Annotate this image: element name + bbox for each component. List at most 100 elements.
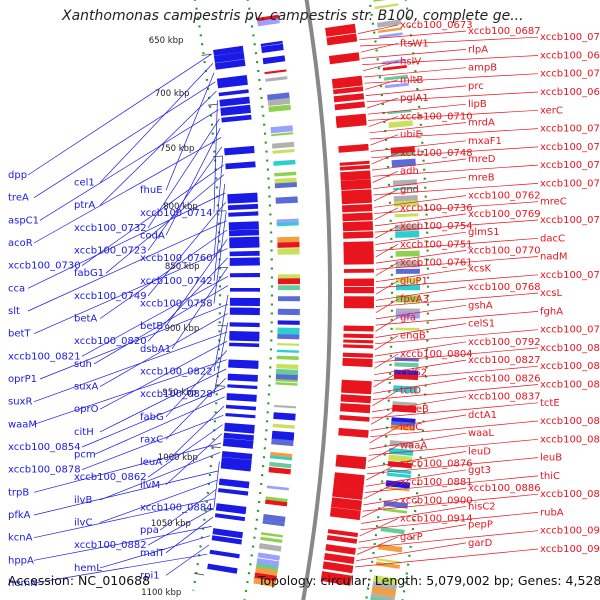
annotation-block[interactable] — [271, 132, 294, 137]
reverse-gene-label[interactable]: aspC1 — [8, 215, 39, 226]
forward-gene-arrow[interactable] — [342, 221, 373, 232]
forward-gene-label[interactable]: mreD — [468, 154, 496, 165]
reverse-gene-label[interactable]: xccb100_0884 — [140, 502, 213, 513]
annotation-block[interactable] — [276, 363, 299, 370]
reverse-gene-arrow[interactable] — [221, 114, 252, 123]
annotation-block[interactable] — [271, 438, 294, 447]
annotation-block[interactable] — [373, 0, 397, 2]
forward-gene-label[interactable]: xccb100_0950 — [540, 544, 600, 555]
annotation-block[interactable] — [274, 182, 297, 189]
reverse-gene-arrow[interactable] — [209, 549, 240, 559]
reverse-gene-arrow[interactable] — [229, 243, 260, 249]
forward-gene-label[interactable]: xccb100_0761 — [400, 258, 473, 269]
reverse-gene-arrow[interactable] — [207, 563, 238, 574]
annotation-block[interactable] — [276, 222, 299, 227]
reverse-gene-arrow[interactable] — [224, 145, 255, 156]
reverse-gene-label[interactable]: xccb100_0821 — [8, 351, 81, 362]
annotation-block[interactable] — [272, 149, 295, 154]
forward-gene-label[interactable]: gnd — [400, 185, 419, 196]
annotation-block[interactable] — [383, 500, 409, 509]
forward-gene-arrow[interactable] — [327, 529, 358, 538]
annotation-block[interactable] — [274, 404, 297, 409]
reverse-gene-label[interactable]: xccb100_0749 — [74, 291, 147, 302]
annotation-block[interactable] — [391, 151, 416, 157]
forward-gene-label[interactable]: leuC — [400, 422, 422, 433]
annotation-block[interactable] — [394, 213, 419, 218]
reverse-gene-arrow[interactable] — [225, 404, 257, 411]
forward-gene-label[interactable]: leuD — [468, 447, 491, 458]
forward-gene-label[interactable]: maeB — [400, 404, 429, 415]
reverse-gene-label[interactable]: fhuE — [140, 185, 163, 196]
annotation-block[interactable] — [268, 467, 292, 475]
reverse-gene-arrow[interactable] — [218, 89, 249, 97]
reverse-gene-label[interactable]: ilvC — [74, 518, 92, 529]
forward-gene-arrow[interactable] — [331, 75, 363, 89]
forward-gene-arrow[interactable] — [341, 189, 372, 199]
forward-gene-arrow[interactable] — [336, 118, 367, 128]
forward-gene-label[interactable]: dacC — [540, 233, 565, 244]
forward-gene-label[interactable]: xccb100_0886 — [468, 483, 541, 494]
forward-gene-label[interactable]: ggt3 — [468, 465, 491, 476]
annotation-block[interactable] — [272, 423, 295, 429]
forward-gene-label[interactable]: xccb100_0768 — [468, 282, 541, 293]
annotation-block[interactable] — [275, 379, 298, 383]
forward-gene-arrow[interactable] — [340, 170, 371, 181]
annotation-block[interactable] — [392, 404, 417, 413]
forward-gene-arrow[interactable] — [343, 333, 374, 339]
annotation-block[interactable] — [380, 526, 405, 535]
forward-gene-arrow[interactable] — [334, 101, 366, 111]
forward-gene-arrow[interactable] — [343, 344, 374, 349]
forward-gene-label[interactable]: waaA — [400, 440, 427, 451]
reverse-gene-label[interactable]: ppa — [140, 525, 159, 536]
annotation-block[interactable] — [255, 562, 279, 572]
reverse-gene-arrow[interactable] — [211, 535, 242, 545]
annotation-block[interactable] — [268, 104, 291, 113]
forward-gene-arrow[interactable] — [343, 302, 374, 309]
forward-gene-label[interactable]: gshA — [468, 300, 493, 311]
annotation-block[interactable] — [394, 362, 419, 368]
forward-gene-label[interactable]: xccb100_0721 — [540, 69, 600, 80]
forward-gene-label[interactable]: xccb100_0914 — [400, 514, 473, 525]
annotation-block[interactable] — [375, 561, 400, 569]
annotation-block[interactable] — [374, 3, 399, 10]
reverse-gene-label[interactable]: suh — [74, 359, 92, 370]
forward-gene-label[interactable]: fpvA3 — [400, 294, 429, 305]
forward-gene-label[interactable]: celS1 — [468, 319, 495, 330]
forward-gene-label[interactable]: xccb100_0733 — [540, 142, 600, 153]
forward-gene-arrow[interactable] — [341, 384, 372, 395]
annotation-block[interactable] — [378, 32, 403, 39]
annotation-block[interactable] — [269, 455, 293, 461]
forward-gene-arrow[interactable] — [332, 492, 363, 500]
forward-gene-arrow[interactable] — [342, 357, 373, 368]
reverse-gene-arrow[interactable] — [223, 432, 254, 441]
forward-gene-arrow[interactable] — [339, 415, 370, 422]
forward-gene-label[interactable]: waaL — [468, 428, 494, 439]
forward-gene-label[interactable]: mxaF1 — [468, 136, 502, 147]
reverse-gene-arrow[interactable] — [229, 262, 260, 266]
forward-gene-label[interactable]: xccb100_0770 — [468, 245, 541, 256]
reverse-gene-label[interactable]: oprO — [74, 404, 99, 415]
reverse-gene-arrow[interactable] — [219, 96, 250, 107]
forward-gene-arrow[interactable] — [333, 86, 364, 95]
annotation-block[interactable] — [256, 558, 280, 568]
forward-gene-label[interactable]: mreB — [468, 172, 495, 183]
forward-gene-arrow[interactable] — [340, 394, 371, 404]
annotation-block[interactable] — [372, 581, 397, 591]
annotation-block[interactable] — [376, 558, 401, 564]
annotation-block[interactable] — [376, 19, 402, 28]
forward-gene-label[interactable]: fghA — [540, 306, 563, 317]
reverse-gene-label[interactable]: dsbA1 — [140, 344, 171, 355]
forward-gene-arrow[interactable] — [342, 352, 373, 358]
forward-gene-label[interactable]: dctA1 — [468, 410, 497, 421]
annotation-block[interactable] — [275, 382, 298, 386]
reverse-gene-label[interactable]: xccb100_0732 — [74, 223, 147, 234]
reverse-gene-label[interactable]: trpB — [8, 487, 29, 498]
forward-gene-arrow[interactable] — [331, 497, 362, 511]
reverse-gene-label[interactable]: xccb100_0822 — [140, 366, 213, 377]
reverse-gene-label[interactable]: waaM — [8, 419, 37, 430]
forward-gene-label[interactable]: thiC — [540, 471, 560, 482]
annotation-block[interactable] — [277, 236, 300, 243]
forward-gene-label[interactable]: xcsK — [468, 264, 491, 275]
forward-gene-arrow[interactable] — [343, 245, 374, 256]
forward-gene-label[interactable]: xccb100_0763 — [540, 270, 600, 281]
